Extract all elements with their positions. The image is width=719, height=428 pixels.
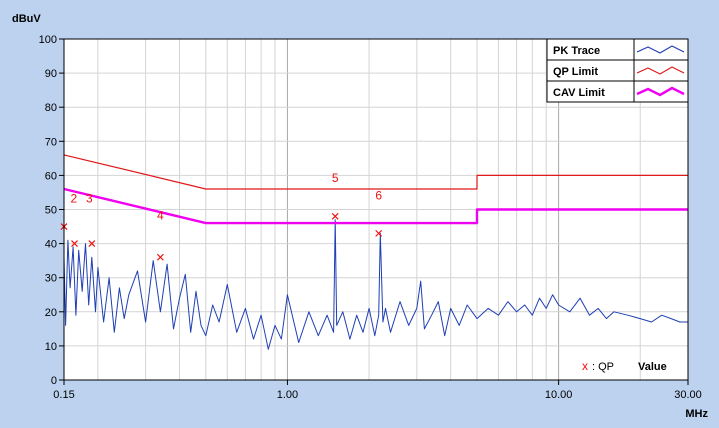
qp-marker	[375, 229, 383, 237]
y-tick-label: 50	[45, 205, 57, 217]
qp-marker-stroke	[156, 253, 164, 261]
qp-marker-layer: 2 3 4 5 6	[60, 171, 383, 261]
legend-entry-qp-limit: QP Limit	[553, 66, 598, 78]
y-tick-label: 20	[45, 307, 57, 319]
y-axis-label: dBuV	[12, 13, 41, 25]
qp-note-value: Value	[638, 361, 667, 373]
marker-number-label: 6	[375, 188, 382, 202]
y-tick-label: 0	[51, 375, 57, 387]
series-layer	[63, 154, 688, 350]
y-tick-label: 40	[45, 239, 57, 251]
y-tick-label: 30	[45, 273, 57, 285]
qp-note: x : QP Value	[582, 359, 667, 373]
qp-marker-stroke	[331, 212, 339, 220]
x-tick-label: 1.00	[277, 389, 298, 401]
axes: 0 10 20 30 40 50 60 70 80 90 100 0.15 1.00 10.00 30.00	[39, 34, 702, 401]
legend: PK Trace QP Limit CAV Limit	[546, 38, 689, 103]
marker-number-label: 5	[332, 171, 339, 185]
y-tick-label: 10	[45, 341, 57, 353]
marker-number-label: 4	[157, 209, 164, 223]
legend-swatch-qp-limit	[636, 66, 685, 75]
series-line-pk-trace	[63, 219, 688, 350]
grid	[64, 39, 688, 380]
qp-marker-stroke	[375, 229, 383, 237]
series-line-cav-limit	[63, 187, 688, 225]
marker-number-label: 3	[86, 192, 93, 206]
qp-marker	[71, 240, 78, 248]
x-tick-label: 30.00	[674, 389, 702, 401]
x-tick-label: 10.00	[545, 389, 573, 401]
qp-marker-stroke	[71, 240, 78, 248]
qp-marker	[156, 253, 164, 261]
y-tick-label: 100	[39, 34, 57, 46]
series-line-qp-limit	[63, 154, 688, 190]
y-tick-label: 60	[45, 170, 57, 182]
qp-marker-stroke	[88, 240, 96, 248]
y-tick-label: 70	[45, 136, 57, 148]
legend-swatch-pk-trace	[636, 45, 685, 54]
qp-note-text: : QP	[592, 361, 614, 373]
marker-number-label: 2	[70, 192, 77, 206]
qp-marker	[88, 240, 96, 248]
legend-entry-pk-trace: PK Trace	[553, 45, 600, 57]
legend-entry-cav-limit: CAV Limit	[553, 87, 605, 99]
y-tick-label: 90	[45, 68, 57, 80]
y-tick-label: 80	[45, 102, 57, 114]
x-axis-label: MHz	[685, 408, 708, 420]
qp-note-symbol: x	[582, 359, 588, 373]
qp-marker	[331, 212, 339, 220]
legend-swatch-cav-limit	[636, 86, 685, 97]
x-tick-label: 0.15	[53, 389, 74, 401]
